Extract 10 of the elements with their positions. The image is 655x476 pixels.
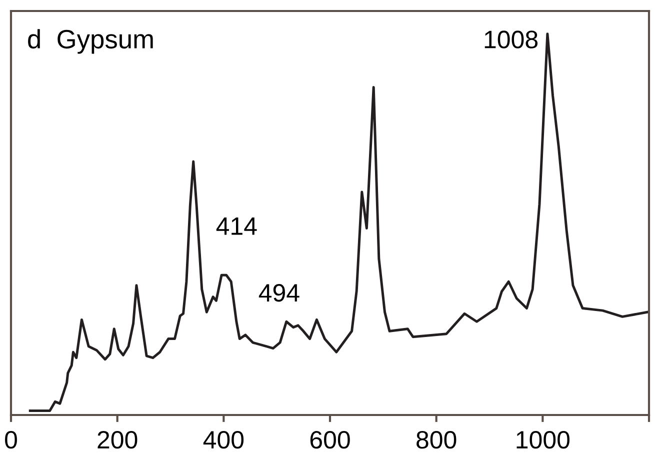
annotation: 1008	[484, 30, 538, 48]
x-tick-label: 0	[5, 430, 17, 449]
x-tick-label: 400	[203, 430, 244, 449]
x-tick-label: 200	[98, 430, 138, 449]
annotation: 494	[258, 284, 300, 302]
x-tick-label: 600	[310, 430, 350, 449]
x-tick-label: 1000	[516, 430, 570, 449]
x-tick-label: 800	[416, 430, 456, 449]
annotation: 414	[216, 218, 257, 235]
chart-title: d Gypsum	[28, 29, 153, 54]
